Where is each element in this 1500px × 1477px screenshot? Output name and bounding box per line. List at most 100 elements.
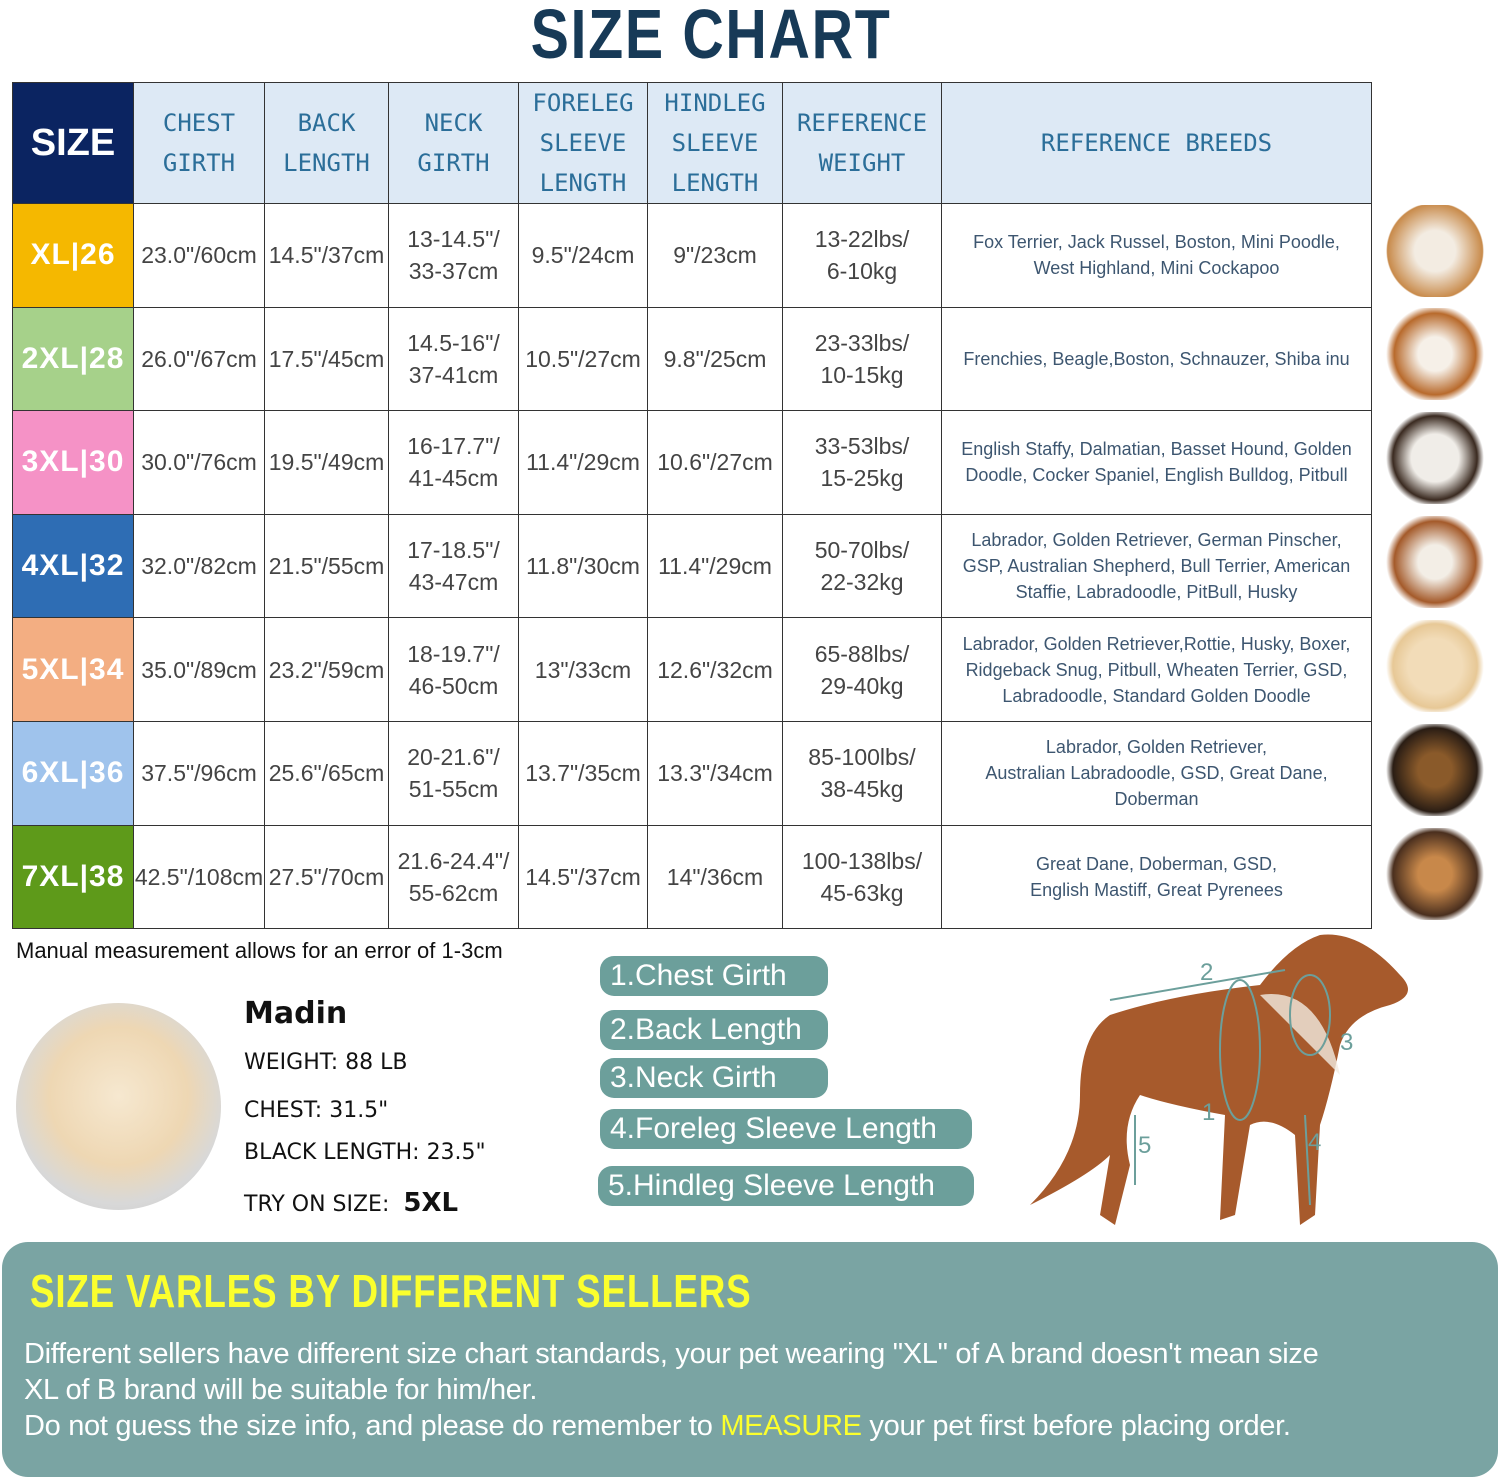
cell-breeds: Labrador, Golden Retriever,Rottie, Husky… bbox=[941, 617, 1372, 722]
table-row: 3XL|30 30.0"/76cm 19.5"/49cm 16-17.7"/ 41-4… bbox=[12, 410, 1372, 515]
column-header: SIZE bbox=[12, 82, 134, 204]
cell-chest: 37.5"/96cm bbox=[133, 720, 265, 826]
cell-weight: 100-138lbs/ 45-63kg bbox=[782, 824, 942, 930]
dog-photo-dalmatian bbox=[1385, 412, 1485, 504]
cell-weight: 65-88lbs/ 29-40kg bbox=[782, 617, 942, 722]
cell-back: 23.2"/59cm bbox=[264, 617, 389, 722]
cell-foreleg: 9.5"/24cm bbox=[518, 203, 648, 308]
dog-measurement-diagram: 2 3 1 4 5 bbox=[1030, 934, 1408, 1225]
disclaimer-line-1: Different sellers have different size ch… bbox=[24, 1338, 1319, 1370]
cell-foreleg: 11.4"/29cm bbox=[518, 410, 648, 515]
cell-back: 21.5"/55cm bbox=[264, 513, 389, 619]
cell-chest: 23.0"/60cm bbox=[133, 203, 265, 308]
dog-silhouette bbox=[1030, 934, 1408, 1225]
cell-chest: 32.0"/82cm bbox=[133, 513, 265, 619]
diagram-label-5: 5 bbox=[1138, 1132, 1151, 1159]
cell-neck: 16-17.7"/ 41-45cm bbox=[388, 410, 519, 515]
column-header: FORELEG SLEEVE LENGTH bbox=[518, 82, 648, 204]
dog-photo-german-shepherd bbox=[1385, 724, 1485, 816]
column-header: REFERENCE WEIGHT bbox=[782, 82, 942, 204]
cell-chest: 26.0"/67cm bbox=[133, 306, 265, 412]
disclaimer-line-2: XL of B brand will be suitable for him/h… bbox=[24, 1374, 538, 1406]
cell-size: 2XL|28 bbox=[12, 306, 134, 412]
cell-size: XL|26 bbox=[12, 203, 134, 308]
example-dog-name: Madin bbox=[244, 996, 348, 1031]
disclaimer-line-3a: Do not guess the size info, and please d… bbox=[24, 1410, 721, 1442]
cell-foreleg: 13"/33cm bbox=[518, 617, 648, 722]
measure-chest-girth: 1.Chest Girth bbox=[600, 956, 828, 996]
column-header: CHEST GIRTH bbox=[133, 82, 265, 204]
cell-neck: 20-21.6"/ 51-55cm bbox=[388, 720, 519, 826]
cell-neck: 21.6-24.4"/ 55-62cm bbox=[388, 824, 519, 930]
disclaimer-title: SIZE VARLES BY DIFFERENT SELLERS bbox=[30, 1265, 752, 1317]
cell-weight: 50-70lbs/ 22-32kg bbox=[782, 513, 942, 619]
cell-back: 14.5"/37cm bbox=[264, 203, 389, 308]
cell-size: 3XL|30 bbox=[12, 410, 134, 515]
cell-back: 17.5"/45cm bbox=[264, 306, 389, 412]
measure-back-length: 2.Back Length bbox=[600, 1010, 828, 1050]
dog-photo-fox-terrier bbox=[1385, 205, 1485, 297]
page-title: SIZE CHART bbox=[530, 0, 892, 73]
dog-photo-beagle bbox=[1385, 308, 1485, 400]
measure-highlight: MEASURE bbox=[720, 1410, 862, 1442]
column-header: NECK GIRTH bbox=[388, 82, 519, 204]
table-row: 7XL|38 42.5"/108cm 27.5"/70cm 21.6-24.4"/ 5… bbox=[12, 824, 1372, 930]
cell-breeds: English Staffy, Dalmatian, Basset Hound,… bbox=[941, 410, 1372, 515]
diagram-label-3: 3 bbox=[1340, 1029, 1353, 1056]
cell-hindleg: 9.8"/25cm bbox=[647, 306, 783, 412]
cell-chest: 42.5"/108cm bbox=[133, 824, 265, 930]
disclaimer-panel bbox=[2, 1242, 1498, 1477]
try-on-size: 5XL bbox=[403, 1188, 459, 1218]
cell-weight: 33-53lbs/ 15-25kg bbox=[782, 410, 942, 515]
example-dog-photo bbox=[16, 1003, 221, 1210]
size-table: SIZE CHEST GIRTH BACK LENGTH NECK GIRTH FORE… bbox=[12, 82, 1372, 930]
cell-size: 5XL|34 bbox=[12, 617, 134, 722]
diagram-label-2: 2 bbox=[1200, 959, 1213, 986]
cell-back: 19.5"/49cm bbox=[264, 410, 389, 515]
cell-chest: 35.0"/89cm bbox=[133, 617, 265, 722]
cell-back: 27.5"/70cm bbox=[264, 824, 389, 930]
dog-photo-staffie bbox=[1385, 516, 1485, 608]
cell-foreleg: 10.5"/27cm bbox=[518, 306, 648, 412]
example-weight: WEIGHT: 88 LB bbox=[244, 1050, 408, 1075]
table-row: 2XL|28 26.0"/67cm 17.5"/45cm 14.5-16"/ 37-4… bbox=[12, 306, 1372, 412]
cell-size: 7XL|38 bbox=[12, 824, 134, 930]
cell-breeds: Labrador, Golden Retriever, Australian L… bbox=[941, 720, 1372, 826]
try-on-label: TRY ON SIZE: bbox=[244, 1192, 390, 1217]
measure-hindleg: 5.Hindleg Sleeve Length bbox=[598, 1166, 974, 1206]
measure-neck-girth: 3.Neck Girth bbox=[600, 1058, 828, 1098]
cell-neck: 13-14.5"/ 33-37cm bbox=[388, 203, 519, 308]
cell-breeds: Great Dane, Doberman, GSD, English Masti… bbox=[941, 824, 1372, 930]
column-header: BACK LENGTH bbox=[264, 82, 389, 204]
cell-hindleg: 13.3"/34cm bbox=[647, 720, 783, 826]
diagram-label-1: 1 bbox=[1202, 1099, 1215, 1126]
example-length: BLACK LENGTH: 23.5" bbox=[244, 1140, 486, 1165]
cell-breeds: Frenchies, Beagle,Boston, Schnauzer, Shi… bbox=[941, 306, 1372, 412]
cell-breeds: Labrador, Golden Retriever, German Pinsc… bbox=[941, 513, 1372, 619]
disclaimer-line-3c: your pet first before placing order. bbox=[861, 1410, 1291, 1442]
cell-hindleg: 10.6"/27cm bbox=[647, 410, 783, 515]
table-row: 5XL|34 35.0"/89cm 23.2"/59cm 18-19.7"/ 46-5… bbox=[12, 617, 1372, 722]
cell-weight: 23-33lbs/ 10-15kg bbox=[782, 306, 942, 412]
cell-foreleg: 13.7"/35cm bbox=[518, 720, 648, 826]
measurement-note: Manual measurement allows for an error o… bbox=[16, 938, 503, 963]
column-header: HINDLEG SLEEVE LENGTH bbox=[647, 82, 783, 204]
table-row: 4XL|32 32.0"/82cm 21.5"/55cm 17-18.5"/ 43-4… bbox=[12, 513, 1372, 619]
example-chest: CHEST: 31.5" bbox=[244, 1098, 389, 1123]
table-row: XL|26 23.0"/60cm 14.5"/37cm 13-14.5"/ 33-37… bbox=[12, 203, 1372, 308]
cell-hindleg: 11.4"/29cm bbox=[647, 513, 783, 619]
diagram-label-4: 4 bbox=[1308, 1129, 1321, 1156]
cell-size: 6XL|36 bbox=[12, 720, 134, 826]
cell-chest: 30.0"/76cm bbox=[133, 410, 265, 515]
cell-neck: 17-18.5"/ 43-47cm bbox=[388, 513, 519, 619]
cell-hindleg: 14"/36cm bbox=[647, 824, 783, 930]
example-try-on: TRY ON SIZE: 5XL bbox=[244, 1188, 458, 1218]
cell-neck: 18-19.7"/ 46-50cm bbox=[388, 617, 519, 722]
cell-size: 4XL|32 bbox=[12, 513, 134, 619]
cell-breeds: Fox Terrier, Jack Russel, Boston, Mini P… bbox=[941, 203, 1372, 308]
cell-weight: 85-100lbs/ 38-45kg bbox=[782, 720, 942, 826]
cell-hindleg: 9"/23cm bbox=[647, 203, 783, 308]
disclaimer-line-3: Do not guess the size info, and please d… bbox=[24, 1408, 1291, 1444]
cell-hindleg: 12.6"/32cm bbox=[647, 617, 783, 722]
dog-photo-golden bbox=[1385, 620, 1485, 712]
